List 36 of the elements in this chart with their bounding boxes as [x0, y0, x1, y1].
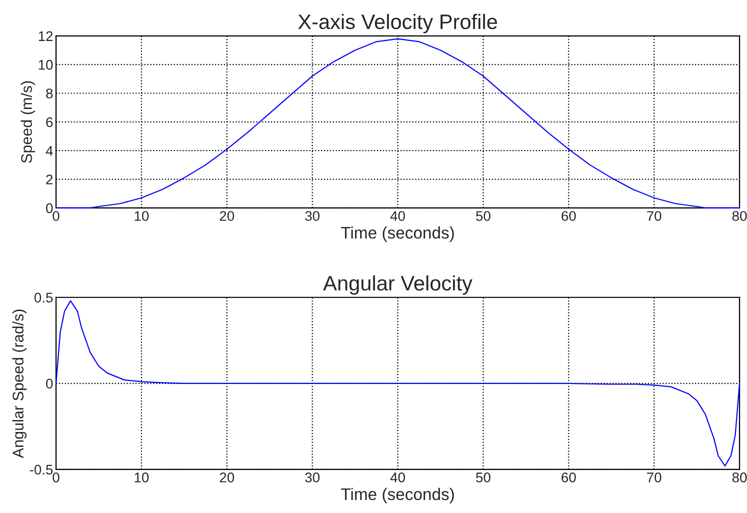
y-tick-label: 12	[38, 31, 53, 41]
y-tick-label: 0	[46, 378, 53, 389]
x-tick-label: 0	[52, 472, 60, 482]
y-tick-label: 0.5	[34, 292, 53, 303]
x-tick-label: 10	[134, 472, 149, 482]
line-series	[55, 38, 740, 208]
chart-title: Angular Velocity	[323, 275, 472, 295]
y-tick-label: 10	[38, 60, 53, 70]
y-tick-label: 2	[46, 174, 53, 184]
x-tick-label: 30	[305, 472, 320, 482]
x-axis-title: Time (seconds)	[341, 488, 454, 504]
chart-title: X-axis Velocity Profile	[298, 14, 498, 34]
x-tick-label: 80	[732, 472, 747, 482]
x-tick-label: 40	[390, 472, 405, 482]
x-tick-label: 30	[305, 211, 320, 221]
x-tick-label: 20	[220, 211, 234, 221]
x-tick-label: 10	[134, 211, 149, 221]
x-tick-label: 70	[647, 211, 662, 221]
x-tick-label: 80	[732, 211, 747, 221]
x-tick-label: 0	[52, 211, 60, 221]
x-tick-label: 40	[390, 211, 405, 221]
y-tick-label: 4	[46, 146, 53, 156]
y-axis-title: Angular Speed (rad/s)	[12, 310, 27, 458]
y-tick-label: 6	[46, 117, 53, 128]
line-series	[55, 300, 740, 467]
y-axis-title: Speed (m/s)	[20, 81, 36, 163]
y-tick-label: 8	[46, 88, 53, 98]
y-tick-label: -0.5	[30, 464, 53, 475]
x-tick-label: 50	[476, 211, 490, 221]
x-tick-label: 20	[220, 472, 234, 482]
y-tick-label: 0	[46, 203, 53, 214]
x-tick-label: 60	[562, 472, 576, 482]
x-tick-label: 60	[562, 211, 576, 221]
x-tick-label: 70	[647, 472, 662, 482]
x-tick-label: 50	[476, 472, 490, 482]
x-axis-title: Time (seconds)	[341, 226, 454, 242]
